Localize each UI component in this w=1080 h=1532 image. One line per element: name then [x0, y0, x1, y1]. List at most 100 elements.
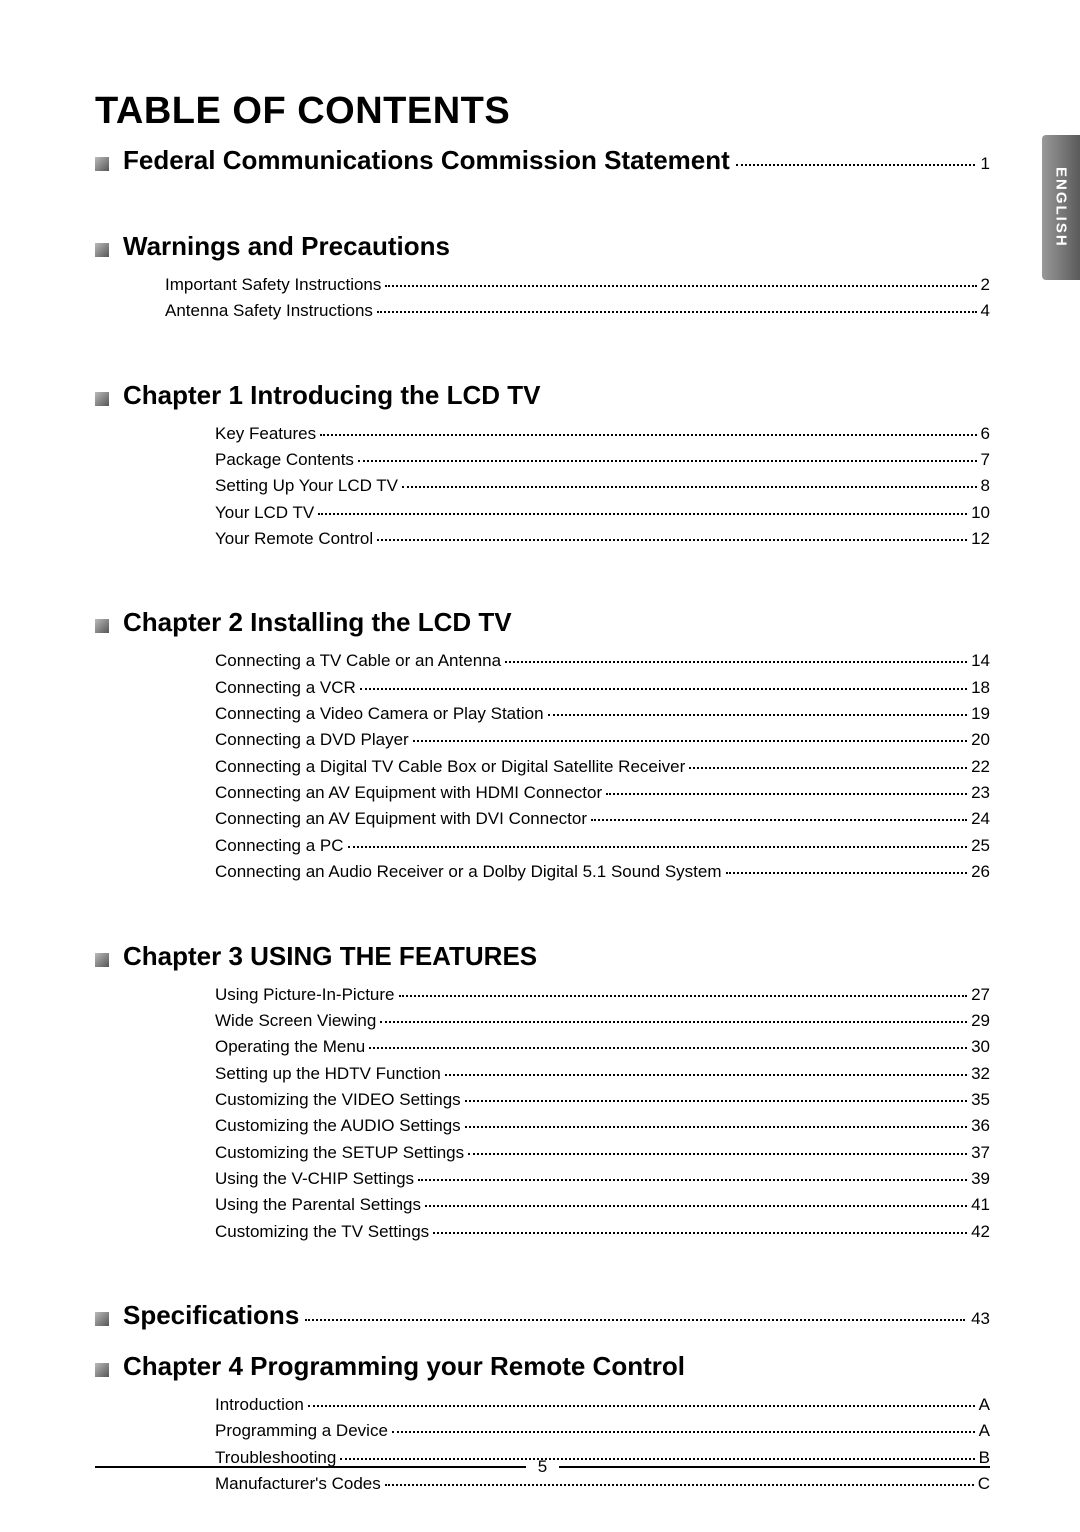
dot-leader [726, 872, 968, 874]
section-heading: Chapter 3 USING THE FEATURES [95, 941, 990, 972]
section-heading: Federal Communications Commission Statem… [95, 145, 990, 176]
entry-label: Customizing the AUDIO Settings [215, 1113, 461, 1139]
toc-entry: Connecting an AV Equipment with DVI Conn… [215, 806, 990, 832]
entry-page: 27 [971, 982, 990, 1008]
entry-page: 14 [971, 648, 990, 674]
dot-leader [606, 793, 967, 795]
footer-line-left [95, 1466, 526, 1468]
square-bullet-icon [95, 619, 109, 633]
dot-leader [385, 1484, 974, 1486]
dot-leader [418, 1179, 967, 1181]
dot-leader [360, 688, 967, 690]
dot-leader [377, 539, 967, 541]
toc-entry: Wide Screen Viewing 29 [215, 1008, 990, 1034]
entry-label: Customizing the TV Settings [215, 1219, 429, 1245]
section-heading: Chapter 4 Programming your Remote Contro… [95, 1351, 990, 1382]
square-bullet-icon [95, 243, 109, 257]
square-bullet-icon [95, 392, 109, 406]
entry-page: 36 [971, 1113, 990, 1139]
entry-page: 30 [971, 1034, 990, 1060]
entry-label: Setting up the HDTV Function [215, 1061, 441, 1087]
dot-leader [402, 486, 977, 488]
dot-leader [591, 819, 967, 821]
entries-list: Important Safety Instructions2Antenna Sa… [95, 272, 990, 325]
entry-page: A [979, 1392, 990, 1418]
entry-label: Connecting a PC [215, 833, 344, 859]
dot-leader [465, 1126, 967, 1128]
entry-label: Connecting an Audio Receiver or a Dolby … [215, 859, 722, 885]
section-heading: Chapter 2 Installing the LCD TV [95, 607, 990, 638]
toc-section: Chapter 3 USING THE FEATURES Using Pictur… [95, 941, 990, 1245]
dot-leader [413, 740, 967, 742]
square-bullet-icon [95, 157, 109, 171]
square-bullet-icon [95, 1312, 109, 1326]
entry-page: 41 [971, 1192, 990, 1218]
toc-entry: Connecting an AV Equipment with HDMI Con… [215, 780, 990, 806]
section-title: Chapter 1 Introducing the LCD TV [123, 380, 540, 411]
entry-page: A [979, 1418, 990, 1444]
entry-page: 24 [971, 806, 990, 832]
entry-page: 23 [971, 780, 990, 806]
toc-entry: Important Safety Instructions2 [165, 272, 990, 298]
entry-page: 19 [971, 701, 990, 727]
toc-section: Warnings and Precautions Important Safety… [95, 231, 990, 325]
dot-leader [369, 1047, 967, 1049]
entry-page: 39 [971, 1166, 990, 1192]
dot-leader [736, 164, 975, 166]
entries-list: Connecting a TV Cable or an Antenna14Con… [95, 648, 990, 885]
entry-label: Wide Screen Viewing [215, 1008, 376, 1034]
entry-label: Key Features [215, 421, 316, 447]
entry-page: 25 [971, 833, 990, 859]
toc-entry: Using Picture-In-Picture27 [215, 982, 990, 1008]
entry-label: Introduction [215, 1392, 304, 1418]
language-tab: ENGLISH [1042, 135, 1080, 280]
toc-entry: Customizing the TV Settings42 [215, 1219, 990, 1245]
entry-label: Connecting a Video Camera or Play Statio… [215, 701, 544, 727]
section-title: Federal Communications Commission Statem… [123, 145, 730, 176]
entry-page: 8 [981, 473, 990, 499]
toc-section: Chapter 2 Installing the LCD TV Connectin… [95, 607, 990, 885]
toc-entry: Connecting a DVD Player 20 [215, 727, 990, 753]
toc-entry: Customizing the SETUP Settings37 [215, 1140, 990, 1166]
toc-entry: Customizing the AUDIO Settings 36 [215, 1113, 990, 1139]
entry-page: 29 [971, 1008, 990, 1034]
toc-entry: Antenna Safety Instructions4 [165, 298, 990, 324]
square-bullet-icon [95, 1363, 109, 1377]
section-heading: Warnings and Precautions [95, 231, 990, 262]
entry-page: 18 [971, 675, 990, 701]
section-heading-row: Specifications43 [123, 1300, 990, 1331]
toc-section: Federal Communications Commission Statem… [95, 145, 990, 176]
page-footer: 5 [95, 1457, 990, 1477]
entry-label: Connecting a DVD Player [215, 727, 409, 753]
entry-label: Connecting a VCR [215, 675, 356, 701]
entry-page: 2 [981, 272, 990, 298]
toc-entry: Connecting an Audio Receiver or a Dolby … [215, 859, 990, 885]
section-title: Chapter 4 Programming your Remote Contro… [123, 1351, 685, 1382]
toc-entry: Customizing the VIDEO Settings35 [215, 1087, 990, 1113]
section-title: Specifications [123, 1300, 299, 1331]
entry-page: 10 [971, 500, 990, 526]
dot-leader [468, 1153, 967, 1155]
entry-label: Operating the Menu [215, 1034, 365, 1060]
dot-leader [505, 661, 967, 663]
dot-leader [445, 1074, 967, 1076]
entry-label: Using the V-CHIP Settings [215, 1166, 414, 1192]
section-title: Chapter 3 USING THE FEATURES [123, 941, 537, 972]
dot-leader [320, 434, 976, 436]
entry-page: 20 [971, 727, 990, 753]
entry-label: Customizing the VIDEO Settings [215, 1087, 461, 1113]
toc-entry: Package Contents7 [215, 447, 990, 473]
entry-page: 6 [981, 421, 990, 447]
entry-label: Programming a Device [215, 1418, 388, 1444]
dot-leader [318, 513, 967, 515]
toc-entry: Using the V-CHIP Settings 39 [215, 1166, 990, 1192]
dot-leader [377, 311, 977, 313]
section-title: Warnings and Precautions [123, 231, 450, 262]
dot-leader [425, 1205, 967, 1207]
square-bullet-icon [95, 953, 109, 967]
entry-label: Your LCD TV [215, 500, 314, 526]
entry-label: Connecting an AV Equipment with DVI Conn… [215, 806, 587, 832]
toc-entry: Connecting a PC 25 [215, 833, 990, 859]
toc-entry: Connecting a Video Camera or Play Statio… [215, 701, 990, 727]
toc-entry: Your Remote Control12 [215, 526, 990, 552]
